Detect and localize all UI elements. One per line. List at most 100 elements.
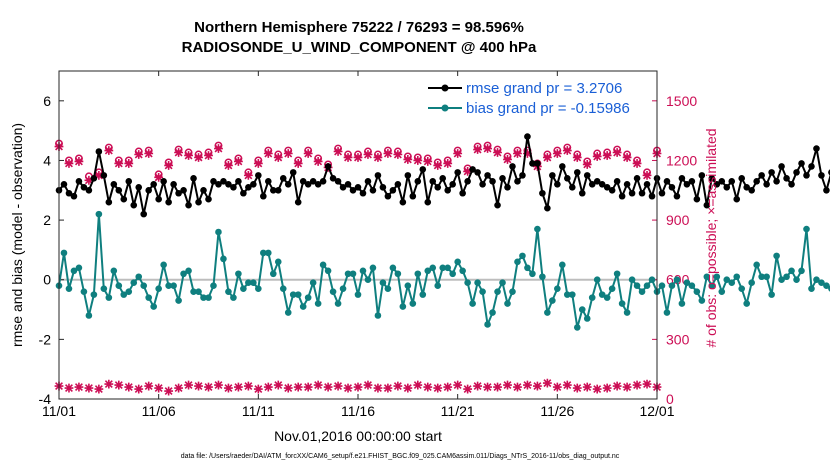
bias-point	[703, 273, 711, 281]
bias-point	[818, 279, 825, 287]
rmse-point	[269, 186, 277, 194]
obs-marker-obs-low	[523, 380, 532, 390]
bias-point	[539, 273, 546, 281]
obs-marker-obs-low	[592, 384, 602, 394]
obs-marker-obs-assimilated	[393, 150, 403, 159]
rmse-point	[539, 189, 546, 197]
rmse-point	[698, 172, 706, 179]
rmse-point	[608, 186, 616, 194]
rmse-point	[638, 189, 646, 197]
rmse-point	[798, 160, 805, 167]
obs-marker-obs-low	[612, 381, 622, 391]
bias-point	[235, 270, 242, 278]
obs-marker-obs-assimilated	[443, 159, 453, 168]
bias-point	[120, 291, 128, 298]
obs-marker-obs-assimilated	[174, 148, 183, 157]
rmse-point	[374, 172, 382, 179]
obs-marker-obs-assimilated	[253, 159, 263, 168]
bias-point	[643, 282, 651, 289]
bias-point	[205, 294, 212, 301]
x-tick-label: 11/11	[242, 403, 275, 419]
obs-marker-obs-low	[602, 383, 612, 393]
rmse-point	[364, 178, 372, 185]
bias-point	[718, 288, 726, 295]
rmse-point	[693, 195, 701, 203]
y-tick-label-left: 0	[43, 272, 51, 288]
rmse-point	[753, 178, 760, 185]
obs-marker-obs-assimilated	[493, 148, 502, 157]
bias-point	[230, 294, 237, 301]
obs-marker-obs-assimilated	[403, 155, 413, 164]
rmse-point	[344, 181, 352, 188]
bias-point	[155, 285, 162, 292]
bias-point	[334, 300, 342, 307]
bias-point	[758, 273, 765, 281]
bias-point	[339, 285, 347, 292]
y-tick-label-right: 1200	[666, 152, 697, 168]
y-axis-label-right: # of obs: o=possible; ×=assimilated	[703, 128, 719, 347]
ticks-layer: 11/01 11/06 11/11 11/16 11/21 11/26 12/01 -4 -2 0…	[39, 71, 697, 419]
legend-bias-label: bias grand pr = -0.15986	[466, 100, 630, 117]
bias-point	[479, 288, 486, 295]
bias-point	[798, 267, 805, 275]
bias-point	[753, 261, 760, 269]
bias-point	[399, 303, 407, 310]
rmse-point	[748, 186, 755, 194]
rmse-point	[265, 178, 272, 185]
rmse-point	[349, 186, 357, 194]
bias-point	[554, 285, 561, 292]
obs-marker-obs-assimilated	[224, 161, 233, 170]
bias-point	[130, 279, 138, 287]
obs-marker-obs-assimilated	[483, 144, 492, 153]
bias-point	[499, 279, 506, 287]
rmse-point	[788, 181, 795, 188]
obs-marker-obs-low	[363, 380, 373, 390]
x-tick-label: 11/01	[42, 403, 76, 419]
obs-marker-obs-low	[194, 381, 203, 391]
rmse-point	[683, 181, 691, 188]
bias-point	[723, 276, 731, 284]
rmse-point	[593, 178, 601, 185]
obs-marker-obs-assimilated	[503, 155, 512, 164]
bias-point	[648, 276, 656, 284]
rmse-point	[564, 175, 571, 182]
rmse-point	[454, 169, 461, 176]
bias-point	[469, 300, 476, 307]
bias-point	[618, 300, 626, 307]
bias-point	[115, 282, 123, 289]
bias-point	[85, 312, 93, 319]
legend: rmse grand pr = 3.2706 bias grand pr = -…	[422, 77, 650, 121]
bias-point	[489, 309, 496, 316]
bias-point	[439, 264, 447, 272]
legend-rmse-marker	[441, 84, 449, 92]
x-tick-label: 11/26	[540, 403, 574, 419]
obs-marker-obs-low	[373, 383, 383, 393]
obs-marker-obs-assimilated	[513, 149, 522, 158]
obs-marker-obs-low	[493, 382, 502, 392]
bias-point	[494, 288, 501, 295]
rmse-point	[598, 181, 606, 188]
bias-point	[484, 321, 491, 328]
obs-marker-obs-low	[473, 381, 482, 391]
obs-marker-obs-low	[533, 381, 542, 391]
bias-point	[778, 276, 785, 284]
obs-marker-obs-low	[343, 383, 353, 393]
rmse-point	[444, 186, 452, 194]
obs-marker-obs-assimilated	[104, 146, 114, 155]
rmse-point	[583, 172, 591, 179]
obs-marker-obs-assimilated	[602, 151, 612, 160]
rmse-point	[120, 195, 128, 203]
rmse-point	[324, 163, 332, 170]
bias-point	[215, 228, 222, 236]
bias-point	[180, 270, 187, 278]
legend-box	[422, 77, 650, 121]
obs-marker-obs-assimilated	[194, 153, 203, 162]
rmse-point	[309, 178, 317, 185]
bias-point	[274, 258, 282, 266]
rmse-point	[160, 178, 167, 185]
bias-point	[573, 324, 581, 331]
bias-point	[698, 297, 706, 304]
y-tick-label-right: 0	[666, 391, 674, 407]
obs-marker-obs-assimilated	[243, 170, 253, 180]
